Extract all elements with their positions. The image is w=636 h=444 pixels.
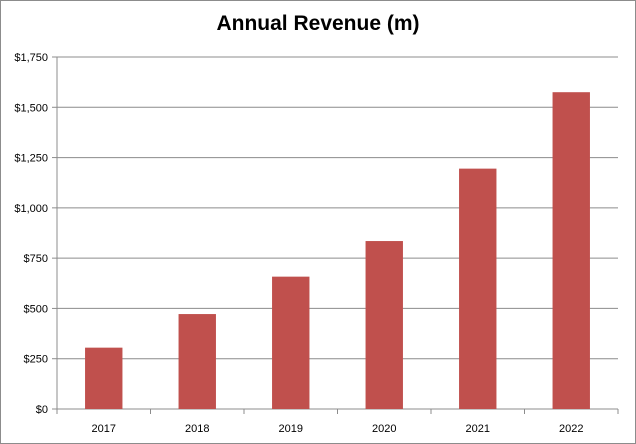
bar-2021 <box>459 168 497 409</box>
bar-2020 <box>365 241 403 409</box>
bar-2022 <box>552 92 590 409</box>
y-tick-label: $1,250 <box>14 153 48 165</box>
bar-2018 <box>178 314 216 409</box>
y-tick-label: $750 <box>24 253 48 265</box>
x-tick-label: 2021 <box>466 423 490 435</box>
y-tick-label: $1,500 <box>14 102 48 114</box>
bar-2019 <box>272 276 310 409</box>
x-tick-label: 2022 <box>559 423 583 435</box>
x-tick-label: 2018 <box>185 423 209 435</box>
x-tick-label: 2019 <box>279 423 303 435</box>
y-tick-label: $0 <box>36 404 48 416</box>
y-tick-label: $1,000 <box>14 203 48 215</box>
x-tick-label: 2017 <box>92 423 116 435</box>
y-tick-label: $1,750 <box>14 52 48 64</box>
y-tick-label: $250 <box>24 354 48 366</box>
bar-2017 <box>85 347 123 409</box>
x-tick-label: 2020 <box>372 423 396 435</box>
y-tick-label: $500 <box>24 303 48 315</box>
chart-title: Annual Revenue (m) <box>216 12 420 35</box>
